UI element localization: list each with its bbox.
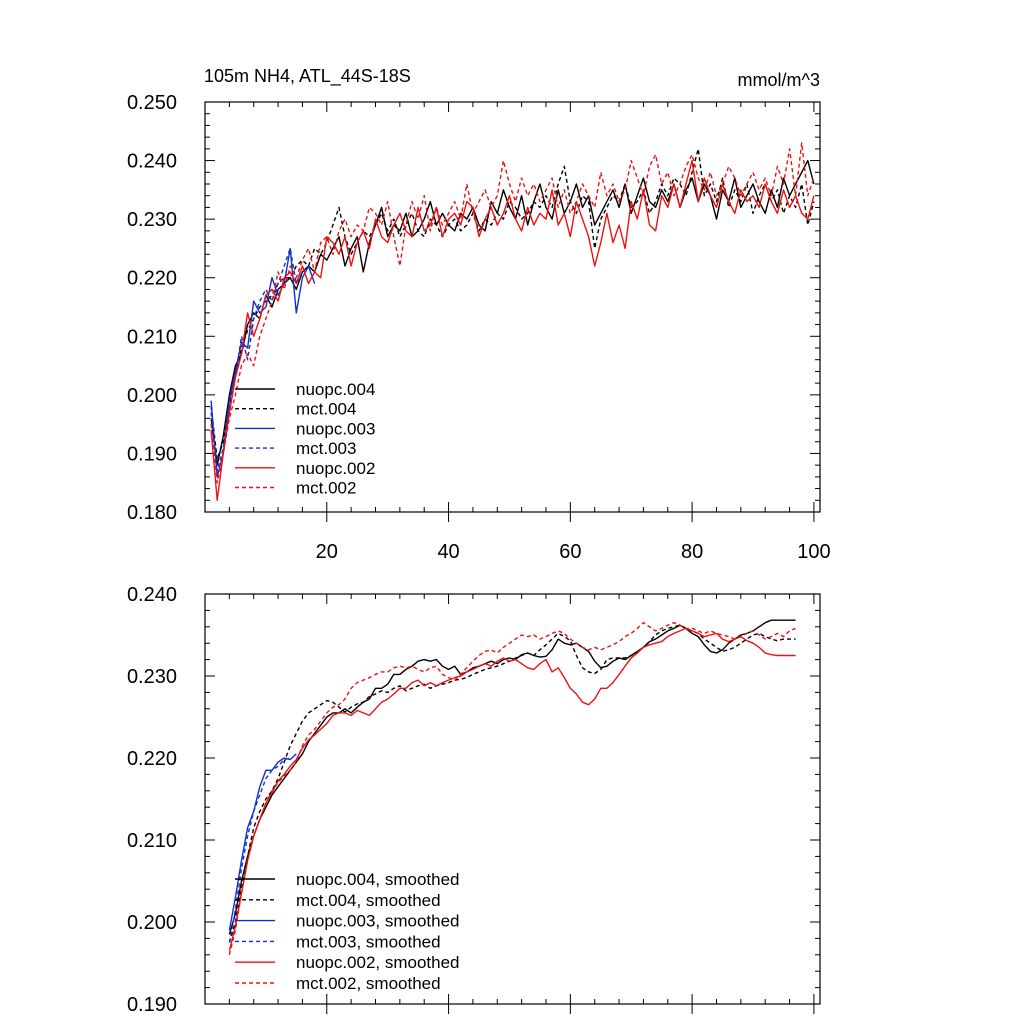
legend-label: mct.003 [296,439,356,458]
legend-label: nuopc.004, smoothed [296,870,460,889]
y-tick-label: 0.220 [127,268,177,290]
series-line-mct-002 [210,142,815,484]
y-tick-label: 0.210 [127,830,177,852]
series-line-nuopc-003 [210,247,316,478]
series-line-nuopc-002-smoothed [228,627,796,951]
x-tick-label: 100 [797,541,830,563]
y-tick-label: 0.230 [127,209,177,231]
plot-frame [204,593,821,1005]
y-tick-label: 0.200 [127,912,177,934]
y-tick-label: 0.250 [127,92,177,114]
series-line-nuopc-003-smoothed [228,753,297,931]
legend-label: nuopc.003 [296,419,375,438]
legend-label: mct.003, smoothed [296,932,441,951]
top-chart-title: 105m NH4, ATL_44S-18S [204,66,411,87]
y-tick-label: 0.230 [127,666,177,688]
plot-frame [204,101,821,513]
series-line-mct-003-smoothed [228,757,291,943]
top-chart-units: mmol/m^3 [738,70,820,90]
legend-label: nuopc.003, smoothed [296,912,460,931]
y-tick-label: 0.180 [127,502,177,524]
y-tick-label: 0.190 [127,994,177,1016]
series-line-nuopc-004 [210,159,815,466]
x-tick-label: 40 [437,541,459,563]
y-tick-label: 0.240 [127,584,177,606]
legend-label: mct.004, smoothed [296,891,441,910]
legend-label: mct.002 [296,479,356,498]
legend-label: nuopc.002, smoothed [296,953,460,972]
series-line-nuopc-004-smoothed [228,619,796,935]
y-tick-label: 0.240 [127,151,177,173]
x-tick-label: 60 [559,541,581,563]
y-tick-label: 0.220 [127,748,177,770]
bottom-panel-smoothed: 0.190 0.200 0.210 0.220 0.230 0.240 nuopc.004,… [127,584,821,1016]
series-line-nuopc-002 [210,159,815,501]
series-line-mct-003 [210,247,304,472]
series-line-mct-004 [210,148,815,460]
legend-label: mct.002, smoothed [296,974,441,993]
legend-label: nuopc.004 [296,380,375,399]
top-panel-raw: 105m NH4, ATL_44S-18S mmol/m^3 20 40 60 80 1… [127,66,831,563]
series-line-mct-002-smoothed [228,622,796,955]
x-tick-label: 20 [316,541,338,563]
legend-label: nuopc.002 [296,459,375,478]
y-tick-label: 0.190 [127,443,177,465]
legend-label: mct.004 [296,400,356,419]
y-tick-label: 0.200 [127,385,177,407]
y-tick-label: 0.210 [127,326,177,348]
x-tick-label: 80 [681,541,703,563]
series-line-mct-004-smoothed [228,624,796,943]
